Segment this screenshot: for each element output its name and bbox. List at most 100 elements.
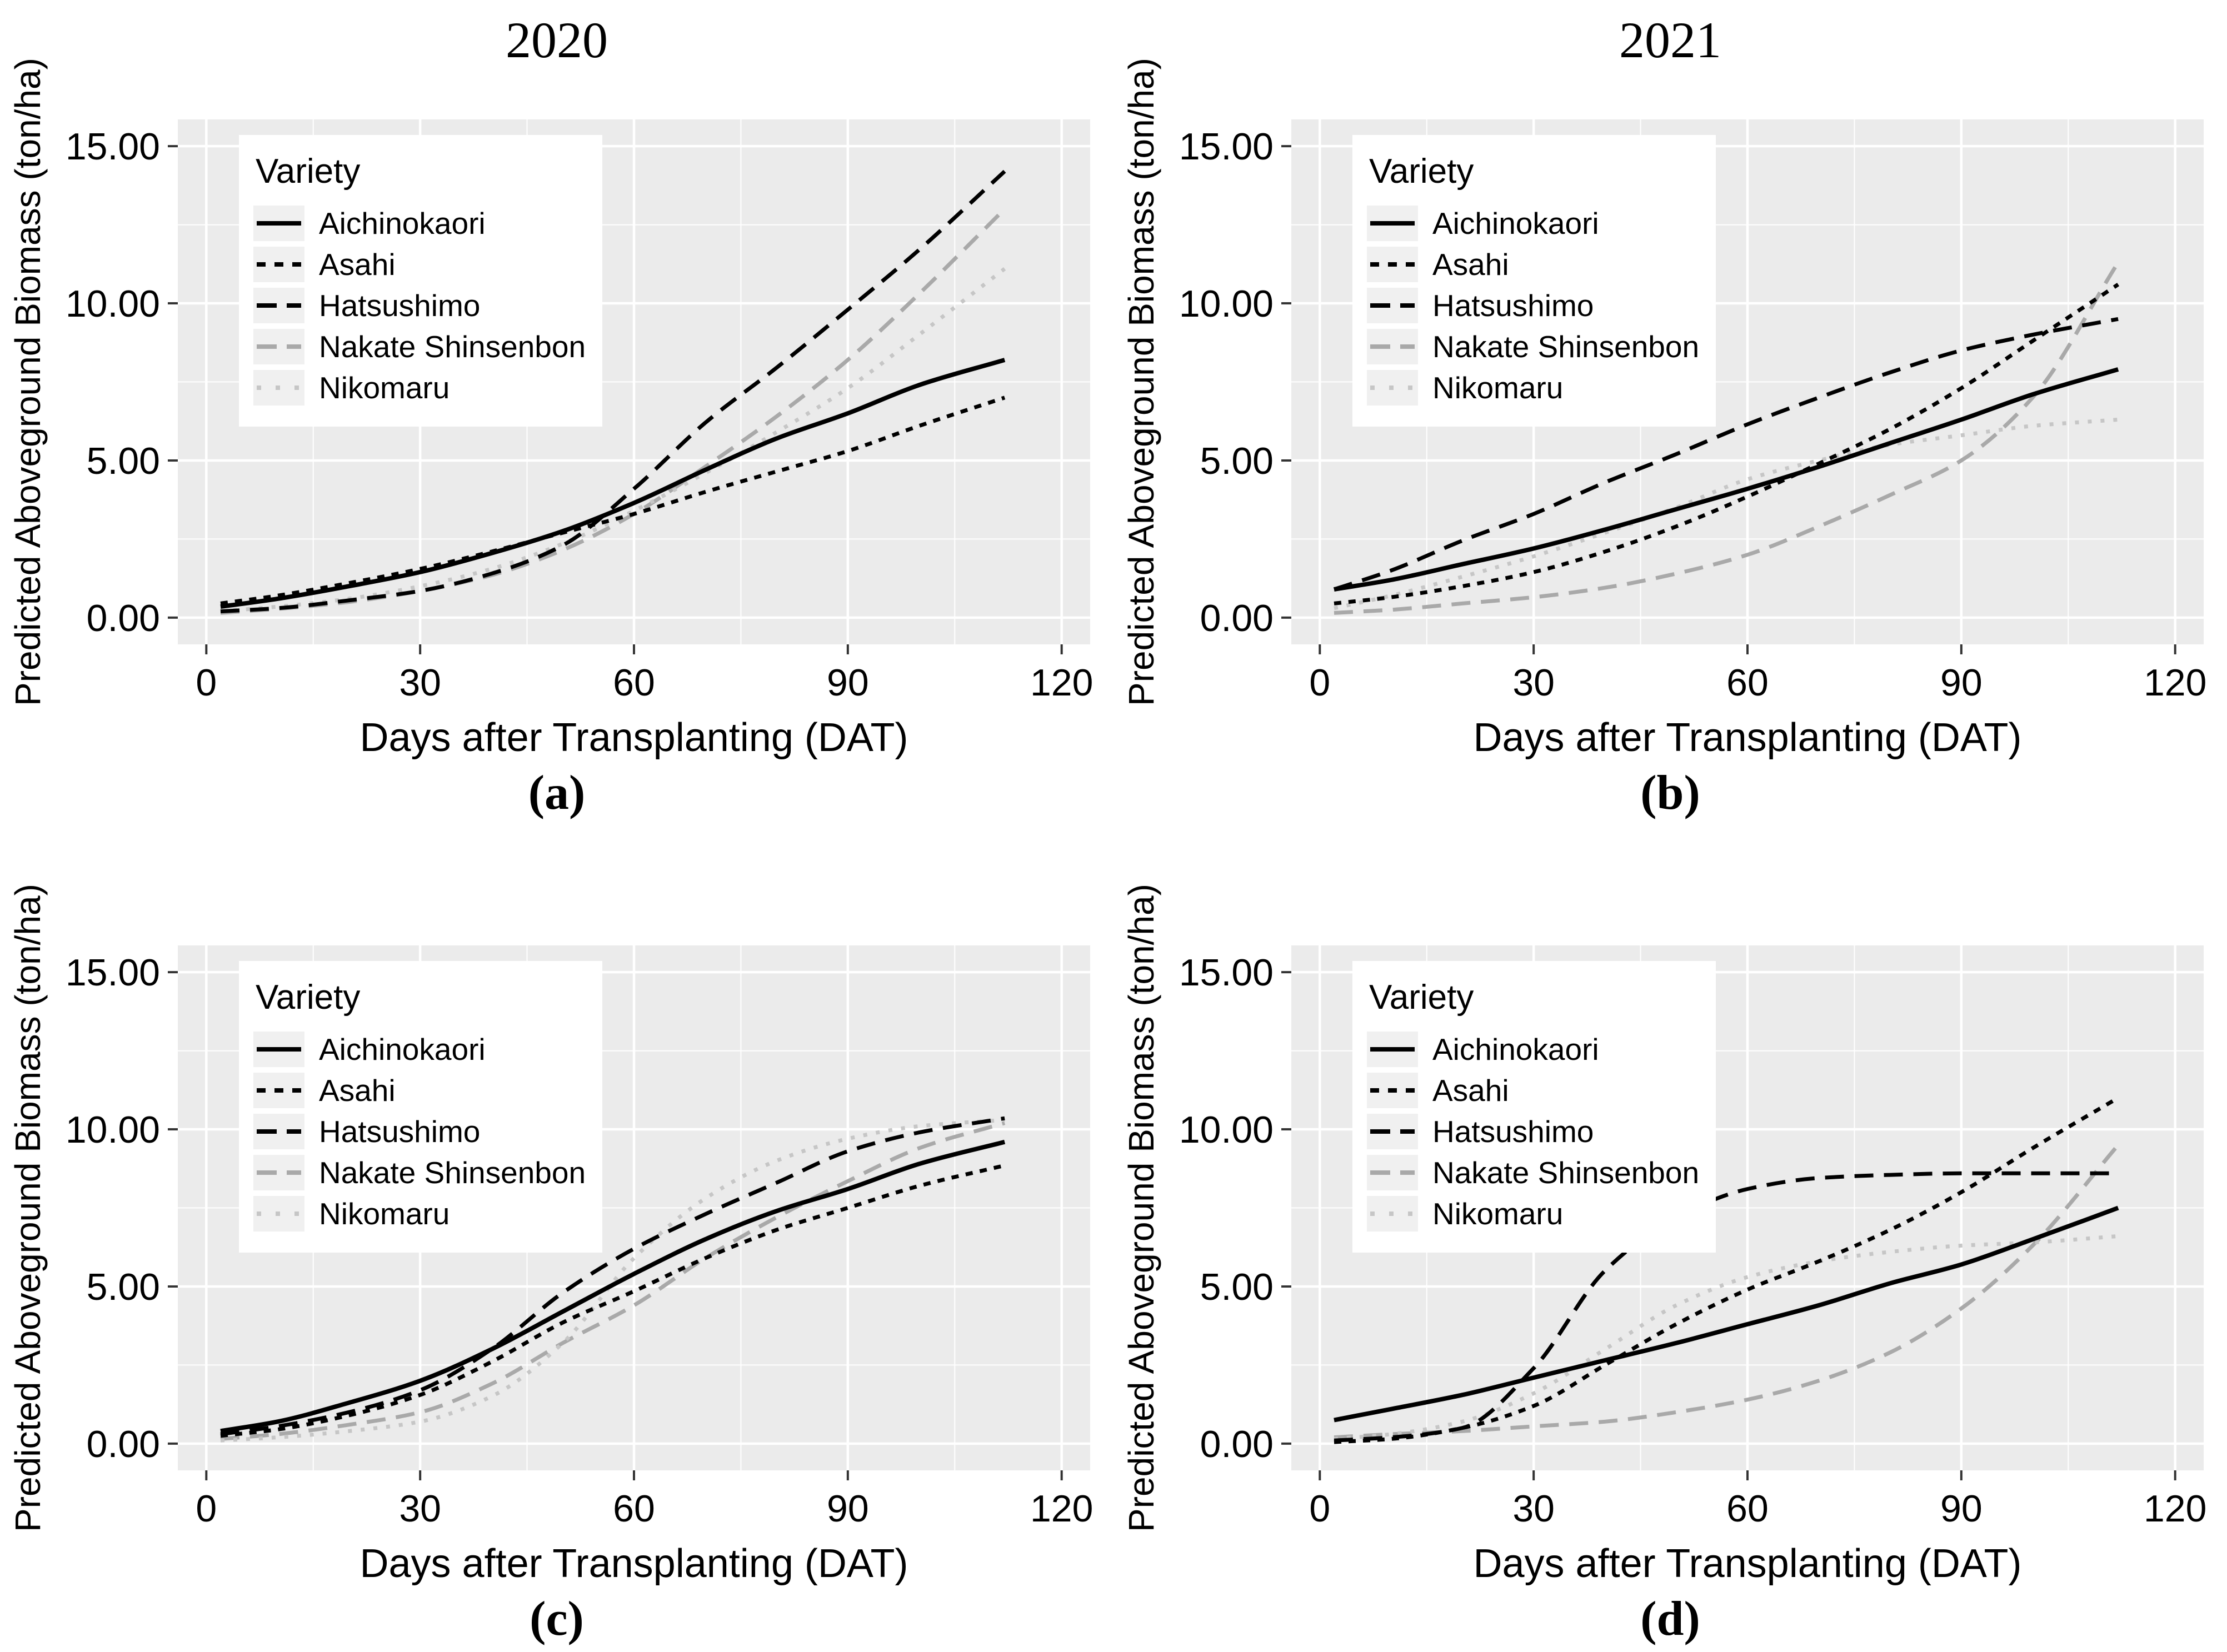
legend-item: Hatsushimo (1367, 288, 1699, 323)
legend-key (1367, 1032, 1418, 1067)
legend-item-label: Nakate Shinsenbon (1432, 329, 1700, 364)
y-tick-label: 15.00 (1179, 126, 1274, 168)
legend-title: Variety (256, 152, 361, 191)
y-tick-label: 0.00 (87, 1423, 160, 1465)
legend-key (253, 1073, 304, 1108)
legend-key (253, 370, 304, 406)
legend-b: Variety Aichinokaori Asahi Hatsushimo Nakate… (1352, 135, 1716, 427)
legend-key (1367, 288, 1418, 323)
x-axis-title: Days after Transplanting (DAT) (359, 715, 908, 760)
legend-item-label: Nikomaru (1432, 371, 1564, 405)
legend-a: Variety Aichinokaori Asahi Hatsushimo Nakate… (239, 135, 603, 427)
series-line-nakate-shinsenbon (1334, 1144, 2120, 1440)
x-tick-label: 60 (613, 1488, 655, 1530)
legend-item: Nikomaru (253, 370, 586, 406)
x-tick-label: 30 (399, 662, 441, 704)
series-line-aichinokaori (220, 358, 1006, 609)
series-line-nakate-shinsenbon (220, 1121, 1006, 1441)
legend-item-label: Asahi (319, 247, 396, 282)
y-tick-label: 15.00 (66, 126, 160, 168)
series-line-hatsushimo (1333, 317, 2119, 592)
legend-item-label: Nikomaru (1432, 1197, 1564, 1231)
y-tick-label: 5.00 (1200, 440, 1274, 482)
series-line-asahi (220, 1163, 1005, 1438)
series-line-aichinokaori (1334, 367, 2119, 592)
legend-item: Aichinokaori (1367, 206, 1699, 241)
legend-key (253, 288, 304, 323)
legend-item: Nikomaru (1367, 370, 1699, 406)
panel-letter-d: (d) (1640, 1592, 1700, 1646)
legend-key (253, 1032, 304, 1067)
x-tick-label: 0 (196, 1488, 217, 1530)
x-axis-title: Days after Transplanting (DAT) (359, 1541, 908, 1586)
series-line-nikomaru (1334, 1234, 2119, 1441)
x-tick-label: 60 (613, 662, 655, 704)
legend-key (253, 1114, 304, 1149)
x-tick-label: 30 (1512, 662, 1555, 704)
y-tick-label: 0.00 (87, 597, 160, 639)
legend-item-label: Hatsushimo (319, 1114, 481, 1149)
legend-key (253, 206, 304, 241)
legend-item-label: Aichinokaori (319, 206, 486, 241)
panel-a: 0 30 60 90 120 0.00 5.00 10.00 15.00 Days after T… (0, 0, 1114, 826)
legend-key (1367, 1114, 1418, 1149)
series-line-nakate-shinsenbon (1334, 261, 2120, 615)
series-line-aichinokaori (1334, 1205, 2119, 1423)
y-tick-label: 5.00 (87, 440, 160, 482)
legend-item: Nakate Shinsenbon (253, 1155, 586, 1190)
legend-d: Variety Aichinokaori Asahi Hatsushimo Nakate… (1352, 961, 1716, 1253)
series-line-aichinokaori (220, 1139, 1006, 1434)
column-title-2021: 2021 (1619, 12, 1721, 68)
legend-item: Asahi (1367, 1073, 1699, 1108)
legend-key (253, 1155, 304, 1190)
legend-item-label: Nakate Shinsenbon (319, 1155, 586, 1190)
y-tick-label: 5.00 (87, 1266, 160, 1308)
x-tick-label: 90 (827, 662, 869, 704)
y-tick-label: 5.00 (1200, 1266, 1274, 1308)
panel-d: 0 30 60 90 120 0.00 5.00 10.00 15.00 Days after T… (1114, 826, 2227, 1652)
panel-c: 0 30 60 90 120 0.00 5.00 10.00 15.00 Days after T… (0, 826, 1114, 1652)
legend-item-label: Nakate Shinsenbon (319, 329, 586, 364)
y-tick-label: 10.00 (1179, 283, 1274, 325)
legend-item: Aichinokaori (253, 206, 586, 241)
series-line-hatsushimo (220, 169, 1006, 614)
y-tick-label: 0.00 (1200, 597, 1274, 639)
y-tick-label: 15.00 (66, 952, 160, 994)
legend-key (253, 1196, 304, 1232)
legend-item: Asahi (1367, 247, 1699, 282)
legend-item: Nakate Shinsenbon (1367, 1155, 1699, 1190)
legend-item: Aichinokaori (1367, 1032, 1699, 1067)
legend-item-label: Hatsushimo (1432, 288, 1594, 323)
x-tick-label: 0 (1309, 1488, 1330, 1530)
legend-item-label: Aichinokaori (1432, 1032, 1599, 1067)
y-tick-label: 10.00 (66, 283, 160, 325)
legend-key (1367, 329, 1418, 364)
legend-item: Aichinokaori (253, 1032, 586, 1067)
x-tick-label: 0 (1309, 662, 1330, 704)
legend-item: Asahi (253, 247, 586, 282)
legend-item-label: Nikomaru (319, 1197, 450, 1231)
y-axis-title: Predicted Aboveground Biomass (ton/ha) (1121, 58, 1161, 706)
x-tick-label: 90 (1940, 1488, 1983, 1530)
x-tick-label: 120 (2144, 662, 2206, 704)
legend-item-label: Aichinokaori (319, 1032, 486, 1067)
x-tick-label: 90 (827, 1488, 869, 1530)
y-axis-title: Predicted Aboveground Biomass (ton/ha) (1121, 884, 1161, 1532)
legend-key (1367, 1073, 1418, 1108)
legend-item: Nakate Shinsenbon (253, 329, 586, 364)
legend-key (253, 329, 304, 364)
legend-key (1367, 206, 1418, 241)
series-line-nikomaru (220, 1118, 1005, 1443)
x-tick-label: 90 (1940, 662, 1983, 704)
legend-item-label: Nakate Shinsenbon (1432, 1155, 1700, 1190)
x-tick-label: 120 (1030, 662, 1093, 704)
legend-item-label: Nikomaru (319, 371, 450, 405)
x-tick-label: 60 (1726, 662, 1769, 704)
legend-key (253, 247, 304, 282)
legend-item: Nikomaru (253, 1196, 586, 1232)
panel-b: 0 30 60 90 120 0.00 5.00 10.00 15.00 Days after T… (1114, 0, 2227, 826)
legend-item: Nakate Shinsenbon (1367, 329, 1699, 364)
legend-c: Variety Aichinokaori Asahi Hatsushimo Nakate… (239, 961, 603, 1253)
legend-key (1367, 1196, 1418, 1232)
